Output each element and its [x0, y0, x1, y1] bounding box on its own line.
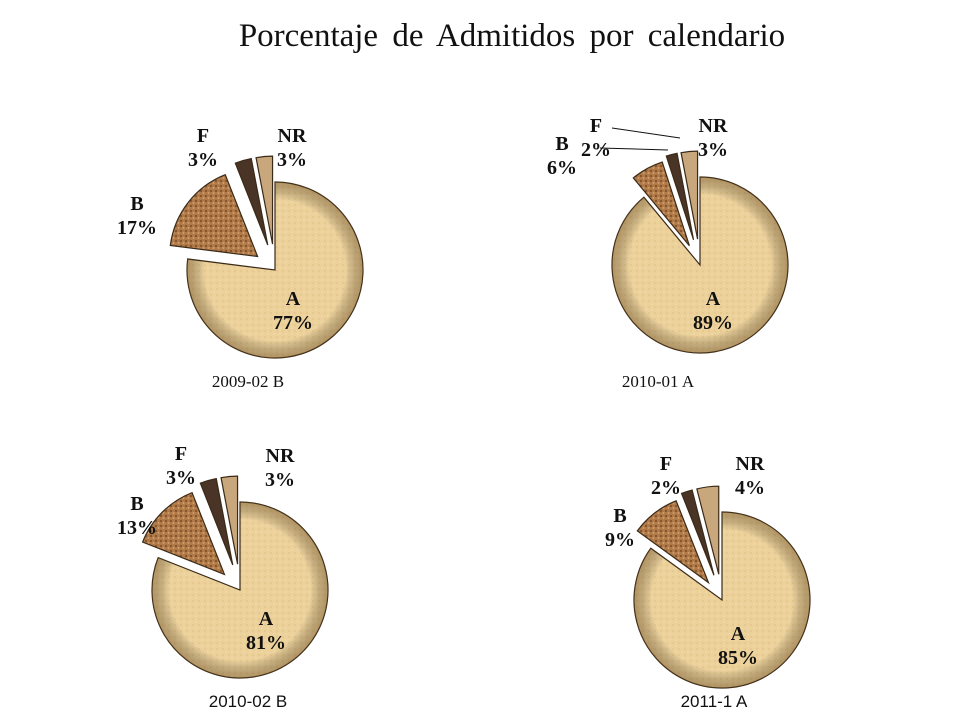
slice-label-nr: NR [699, 115, 728, 137]
slice-pct-nr: 3% [698, 139, 728, 161]
leader-line [599, 147, 669, 151]
slice-pct-nr: 4% [735, 477, 765, 499]
pie-slice-b [632, 161, 690, 247]
slice-pct-b: 9% [605, 529, 635, 551]
slice-label-nr: NR [278, 125, 307, 147]
pie-slice-b [169, 173, 259, 258]
slice-label-b: B [555, 133, 568, 155]
pie-slice-shade [634, 512, 811, 688]
slice-pct-a: 77% [273, 312, 313, 334]
slice-label-b: B [130, 193, 143, 215]
pie-slice-shade [612, 177, 789, 354]
slice-label-f: F [660, 453, 672, 475]
pie-slice-b [636, 500, 710, 585]
slice-label-b: B [613, 505, 626, 527]
slice-pct-a: 85% [718, 647, 758, 669]
slice-pct-nr: 3% [265, 469, 295, 491]
slice-label-nr: NR [266, 445, 295, 467]
slice-label-nr: NR [736, 453, 765, 475]
slice-label-a: A [259, 608, 274, 630]
pie-slice-b [141, 491, 226, 576]
pie-slice-shade [152, 502, 328, 678]
pie-caption: 2010-01 A [622, 372, 695, 391]
slice-label-f: F [175, 443, 187, 465]
pie-1: A77%B17%F3%NR3%2009-02 B [117, 125, 364, 391]
pie-slice-f [665, 152, 695, 241]
slice-pct-nr: 3% [277, 149, 307, 171]
slice-label-a: A [286, 288, 301, 310]
slice-pct-a: 89% [693, 312, 733, 334]
slice-pct-b: 13% [117, 517, 157, 539]
slice-label-f: F [590, 115, 602, 137]
pie-slice-nr [696, 485, 720, 575]
pie-slice-f [234, 157, 269, 246]
slice-pct-b: 17% [117, 217, 157, 239]
slice-pct-b: 6% [547, 157, 577, 179]
pie-caption: 2010-02 B [209, 692, 287, 711]
slice-label-a: A [731, 623, 746, 645]
pie-caption: 2011-1 A [681, 692, 748, 711]
slice-label-b: B [130, 493, 143, 515]
slice-label-a: A [706, 288, 721, 310]
slice-pct-f: 2% [651, 477, 681, 499]
pie-4: A85% B9% F2% NR4% 2011-1 A [605, 453, 811, 711]
slice-pct-f: 3% [188, 149, 218, 171]
pie-slice-shade [187, 182, 363, 358]
slice-pct-f: 3% [166, 467, 196, 489]
pie-slice-f [680, 489, 715, 576]
slice-label-f: F [197, 125, 209, 147]
chart-title: Porcentaje de Admitidos por calendario [238, 18, 786, 54]
pie-slice-nr [255, 155, 274, 245]
pie-2: A89% B6% F2% NR3% 2010-01 A [547, 115, 789, 391]
pie-3: A81%B13%F3%NR3%2010-02 B [117, 443, 329, 711]
slice-pct-f: 2% [581, 139, 611, 161]
pie-slice-nr [680, 150, 699, 240]
leader-line [611, 127, 681, 139]
slice-pct-a: 81% [246, 632, 286, 654]
pie-caption: 2009-02 B [212, 372, 284, 391]
pie-slice-nr [220, 475, 239, 565]
pie-slice-f [199, 477, 234, 566]
